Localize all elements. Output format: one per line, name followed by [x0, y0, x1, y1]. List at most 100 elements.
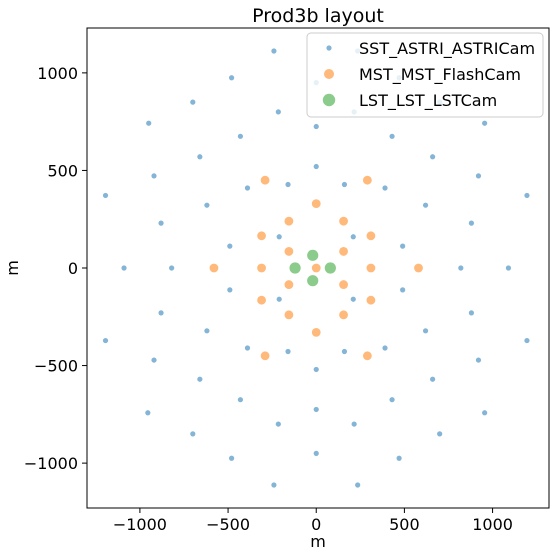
data-point — [151, 173, 157, 179]
data-point — [271, 48, 277, 54]
chart-title: Prod3b layout — [252, 5, 384, 27]
data-point — [271, 482, 277, 488]
data-point — [257, 295, 266, 305]
data-point — [190, 431, 196, 437]
data-point — [339, 280, 348, 289]
x-axis: −1000 −500 0 500 1000 — [113, 508, 513, 534]
data-point — [145, 410, 151, 416]
data-point — [366, 263, 376, 273]
data-point — [228, 75, 235, 81]
data-point — [257, 263, 266, 273]
y-tick-label: 500 — [47, 161, 78, 180]
data-point — [204, 202, 210, 208]
data-point — [284, 216, 294, 226]
data-point — [339, 310, 348, 320]
x-tick-label: 1000 — [472, 515, 513, 534]
data-point — [102, 337, 109, 344]
data-point — [422, 328, 429, 334]
y-tick-label: 1000 — [37, 64, 78, 83]
data-point — [169, 265, 175, 271]
x-tick-label: −500 — [206, 515, 250, 534]
data-point — [366, 295, 376, 305]
data-point — [121, 265, 127, 271]
data-point — [289, 262, 301, 274]
data-point — [285, 181, 291, 188]
series-2 — [289, 249, 336, 287]
data-point — [307, 275, 319, 287]
legend-marker — [324, 69, 334, 79]
plot-area — [102, 48, 530, 488]
data-point — [285, 348, 291, 355]
data-point — [158, 220, 164, 226]
data-point — [275, 109, 281, 115]
y-axis: −1000 −500 0 500 1000 — [24, 64, 87, 473]
data-point — [362, 175, 372, 185]
data-point — [197, 376, 203, 382]
data-point — [422, 202, 429, 208]
legend-marker — [326, 45, 332, 51]
data-point — [313, 163, 319, 170]
data-point — [351, 421, 357, 427]
data-point — [341, 348, 348, 355]
data-point — [275, 421, 281, 427]
data-point — [458, 265, 464, 271]
x-axis-title: m — [310, 532, 326, 551]
data-point — [311, 263, 321, 273]
data-point — [524, 337, 530, 344]
data-point — [475, 357, 482, 363]
x-tick-label: −1000 — [113, 515, 167, 534]
data-point — [197, 154, 203, 160]
legend: SST_ASTRI_ASTRICam MST_MST_FlashCam LST_LS… — [306, 32, 544, 118]
data-point — [237, 133, 244, 139]
data-point — [505, 265, 512, 271]
data-point — [366, 231, 376, 241]
data-point — [389, 133, 395, 139]
data-point — [313, 450, 319, 456]
data-point — [468, 220, 475, 226]
data-point — [400, 287, 406, 293]
data-point — [151, 357, 157, 363]
data-point — [437, 431, 443, 437]
data-point — [350, 234, 356, 240]
data-point — [227, 287, 233, 293]
data-point — [284, 310, 294, 320]
data-point — [362, 351, 372, 361]
data-point — [209, 263, 219, 273]
data-point — [355, 482, 361, 488]
data-point — [341, 181, 348, 188]
legend-label: LST_LST_LSTCam — [359, 91, 497, 111]
data-point — [228, 455, 235, 461]
data-point — [244, 185, 251, 191]
legend-label: MST_MST_FlashCam — [359, 65, 521, 85]
legend-box — [306, 32, 544, 118]
data-point — [244, 345, 251, 351]
data-point — [313, 406, 319, 413]
data-point — [158, 310, 164, 316]
data-point — [396, 455, 402, 461]
data-point — [260, 175, 270, 185]
legend-label: SST_ASTRI_ASTRICam — [359, 39, 535, 59]
data-point — [204, 328, 210, 334]
data-point — [482, 410, 488, 416]
y-tick-label: −500 — [34, 357, 78, 376]
data-point — [190, 99, 196, 105]
data-point — [482, 120, 488, 126]
data-point — [382, 185, 388, 191]
x-tick-label: 500 — [389, 515, 420, 534]
data-point — [311, 327, 321, 337]
data-point — [475, 173, 482, 179]
y-tick-label: −1000 — [24, 454, 78, 473]
data-point — [339, 216, 348, 226]
data-point — [430, 376, 436, 382]
data-point — [313, 123, 319, 130]
data-point — [227, 243, 233, 249]
data-point — [307, 249, 319, 261]
data-point — [468, 310, 475, 316]
data-point — [284, 280, 294, 289]
y-axis-title: m — [3, 260, 22, 276]
data-point — [400, 243, 406, 249]
data-point — [324, 262, 336, 274]
data-point — [276, 296, 282, 302]
data-point — [276, 234, 282, 240]
